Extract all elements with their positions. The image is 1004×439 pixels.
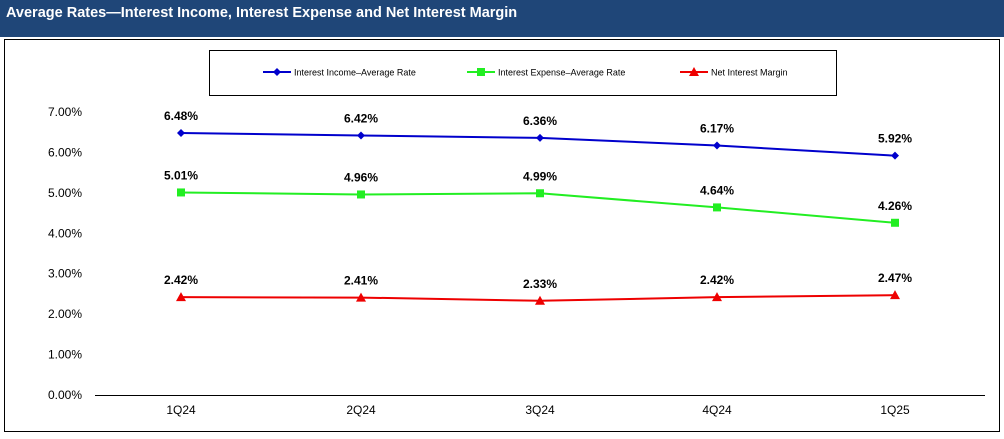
data-label: 5.01% xyxy=(164,168,198,182)
data-label: 4.96% xyxy=(344,170,378,184)
header-bar: Average Rates—Interest Income, Interest … xyxy=(0,0,1004,37)
data-label: 2.42% xyxy=(700,273,734,287)
page-title: Average Rates—Interest Income, Interest … xyxy=(6,5,518,21)
data-label: 4.99% xyxy=(523,169,557,183)
data-point xyxy=(536,189,544,198)
data-point xyxy=(357,131,365,140)
data-label: 2.41% xyxy=(344,274,378,288)
data-point xyxy=(536,133,544,142)
x-tick-label: 1Q25 xyxy=(880,403,910,417)
legend-label: Interest Expense–Average Rate xyxy=(498,68,625,78)
x-tick-label: 3Q24 xyxy=(525,403,555,417)
data-label: 2.42% xyxy=(164,273,198,287)
data-point xyxy=(713,203,721,212)
data-point xyxy=(177,188,185,197)
x-tick-label: 2Q24 xyxy=(346,403,376,417)
y-tick-label: 1.00% xyxy=(48,348,82,362)
data-point xyxy=(356,292,366,302)
data-label: 2.47% xyxy=(878,271,912,285)
data-point xyxy=(890,290,900,300)
legend-marker xyxy=(689,67,699,76)
data-label: 5.92% xyxy=(878,132,912,146)
legend-box xyxy=(209,50,837,96)
y-tick-label: 0.00% xyxy=(48,388,82,402)
data-point xyxy=(535,295,545,305)
data-point xyxy=(176,292,186,302)
y-tick-label: 6.00% xyxy=(48,145,82,159)
chart-frame xyxy=(4,39,1000,432)
data-label: 6.48% xyxy=(164,109,198,123)
data-label: 6.36% xyxy=(523,114,557,128)
data-label: 2.33% xyxy=(523,277,557,291)
data-label: 6.17% xyxy=(700,122,734,136)
x-tick-label: 4Q24 xyxy=(702,403,732,417)
data-point xyxy=(891,151,899,160)
y-tick-label: 2.00% xyxy=(48,307,82,321)
data-point xyxy=(891,218,899,227)
y-tick-label: 4.00% xyxy=(48,226,82,240)
data-label: 4.26% xyxy=(878,199,912,213)
x-tick-label: 1Q24 xyxy=(166,403,196,417)
y-tick-label: 7.00% xyxy=(48,105,82,119)
data-point xyxy=(177,129,185,138)
y-tick-label: 5.00% xyxy=(48,186,82,200)
legend-marker xyxy=(273,68,281,76)
legend-marker xyxy=(477,68,485,76)
data-label: 4.64% xyxy=(700,183,734,197)
data-point xyxy=(357,190,365,199)
legend-label: Net Interest Margin xyxy=(711,68,788,78)
y-tick-label: 3.00% xyxy=(48,267,82,281)
data-label: 6.42% xyxy=(344,111,378,125)
data-point xyxy=(712,292,722,302)
legend-label: Interest Income–Average Rate xyxy=(294,68,416,78)
data-point xyxy=(713,141,721,150)
